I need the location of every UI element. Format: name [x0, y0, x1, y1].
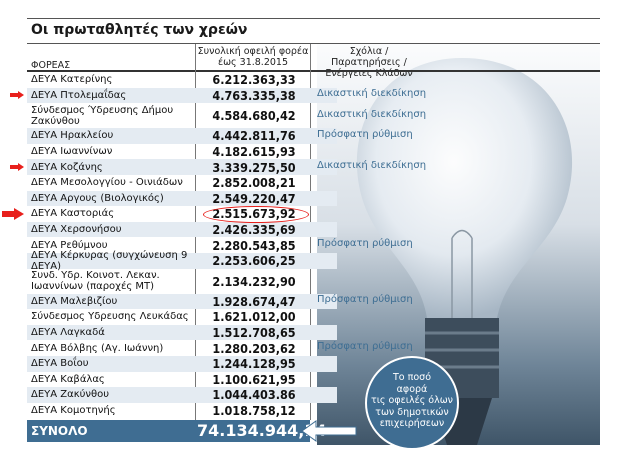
debt-amount: 1.244.128,95 [212, 356, 296, 372]
entity-name: ΔΕΥΑ Αργους (Βιολογικός) [31, 192, 164, 204]
red-arrow-icon [10, 163, 24, 172]
table-row: ΔΕΥΑ Ρεθύμνου 2.280.543,85 [27, 237, 337, 253]
comment-text: Πρόσφατη ρύθμιση [317, 294, 413, 306]
comment-text: Πρόσφατη ρύθμιση [317, 129, 413, 140]
debt-infographic: Οι πρωταθλητές των χρεών ΦΟΡΕΑΣ Συνολική… [2, 18, 600, 450]
entity-name: ΔΕΥΑ Βοΐου [31, 358, 89, 370]
table-row: ΔΕΥΑ Χερσονήσου 2.426.335,69 [27, 221, 337, 238]
debt-amount: 6.212.363,33 [212, 72, 296, 88]
entity-name: Συνδ. Υδρ. Κοινοτ. Λεκαν. Ιωαννίνων (παρ… [31, 270, 160, 293]
debt-amount: 1.621.012,00 [212, 309, 296, 325]
entity-name: ΔΕΥΑ Καβάλας [31, 373, 105, 385]
header-amount: Συνολική οφειλή φορέα έως 31.8.2015 [195, 46, 311, 68]
comment-text: Δικαστική διεκδίκηση [317, 160, 427, 172]
bubble-line: Το ποσό [393, 372, 431, 383]
debt-amount: 2.852.008,21 [212, 175, 296, 191]
debt-amount: 1.512.708,65 [212, 325, 296, 341]
entity-name: ΔΕΥΑ Ιωαννίνων [31, 146, 113, 158]
header-comments: Σχόλια / Παρατηρήσεις / Ενέργειες Κλάδων [314, 46, 424, 79]
table-row: ΔΕΥΑ Ηρακλείου 4.442.811,76 [27, 128, 337, 144]
debt-table: ΔΕΥΑ Κατερίνης 6.212.363,33 ΔΕΥΑ Πτολεμαΐδ… [27, 72, 337, 418]
table-row: ΔΕΥΑ Ζακύνθου 1.044.403.86 [27, 387, 337, 403]
table-row: ΔΕΥΑ Ιωαννίνων 4.182.615,93 [27, 144, 337, 160]
comment-text: Δικαστική διεκδίκηση [317, 108, 427, 120]
debt-amount: 4.442.811,76 [212, 128, 296, 144]
debt-amount: 4.763.335,38 [212, 87, 296, 103]
header-comments-line2: Ενέργειες Κλάδων [325, 68, 413, 79]
bubble-line: τις οφειλές όλων [370, 395, 453, 406]
debt-amount: 1.044.403.86 [212, 387, 296, 403]
title-rule [27, 43, 600, 44]
entity-name: ΔΕΥΑ Χερσονήσου [31, 224, 122, 236]
debt-amount: 1.280.203,62 [212, 340, 296, 356]
debt-amount: 3.339.275,50 [212, 159, 296, 175]
entity-name: ΔΕΥΑ Λαγκαδά [31, 327, 105, 339]
entity-name: ΔΕΥΑ Βόλβης (Αγ. Ιωάννη) [31, 342, 164, 354]
header-amount-line1: Συνολική οφειλή φορέα [197, 46, 309, 57]
total-label: ΣΥΝΟΛΟ [31, 424, 88, 438]
table-row: ΔΕΥΑ Πτολεμαΐδας 4.763.335,38 [27, 87, 337, 104]
debt-amount: 1.018.758,12 [212, 402, 296, 418]
table-row: ΔΕΥΑ Αργους (Βιολογικός) 2.549.220,47 [27, 190, 337, 207]
header-amount-line2: έως 31.8.2015 [217, 57, 289, 68]
info-bubble: Το ποσό αφορά τις οφειλές όλων των δημοτικώ… [365, 356, 459, 450]
table-row: Σύνδεσμος Ύδρευσης Δήμου Ζακύνθου 4.584.6… [27, 103, 337, 128]
entity-name: ΔΕΥΑ Μαλεβιζίου [31, 295, 118, 307]
top-rule [27, 18, 600, 19]
total-row: ΣΥΝΟΛΟ 74.134.944,14 [27, 420, 327, 442]
debt-amount: 2.134.232,90 [212, 273, 296, 289]
entity-name: ΔΕΥΑ Ηρακλείου [31, 130, 114, 142]
red-arrow-icon [10, 91, 24, 100]
table-row: ΔΕΥΑ Βοΐου 1.244.128,95 [27, 355, 337, 372]
debt-amount: 4.584.680,42 [212, 108, 296, 124]
bubble-line: των δημοτικών [375, 406, 449, 418]
comment-text: Πρόσφατη ρύθμιση [317, 341, 413, 353]
table-row: ΔΕΥΑ Κοζάνης 3.339.275,50 [27, 159, 337, 175]
table-row: ΔΕΥΑ Λαγκαδά 1.512.708,65 [27, 324, 337, 341]
table-row: Συνδ. Υδρ. Κοινοτ. Λεκαν. Ιωαννίνων (παρ… [27, 269, 337, 294]
bubble-line: επιχειρήσεων [379, 418, 445, 429]
arrow-left-icon [301, 420, 357, 442]
debt-amount: 1.928.674,47 [212, 293, 296, 309]
debt-amount: 4.182.615,93 [212, 144, 296, 160]
debt-amount: 1.100.621,95 [212, 371, 296, 387]
entity-name: ΔΕΥΑ Κοζάνης [31, 161, 103, 173]
debt-amount: 2.549.220,47 [212, 190, 296, 206]
table-row: ΔΕΥΑ Κομοτηνής 1.018.758,12 [27, 403, 337, 419]
entity-name: ΔΕΥΑ Ζακύνθου [31, 389, 110, 401]
comment-text: Δικαστική διεκδίκηση [317, 88, 427, 100]
total-amount: 74.134.944,14 [197, 421, 327, 440]
page-title: Οι πρωταθλητές των χρεών [31, 22, 248, 38]
debt-amount: 2.426.335,69 [212, 222, 296, 238]
table-row: ΔΕΥΑ Μεσολογγίου - Οινιάδων 2.852.008,21 [27, 175, 337, 191]
header-comments-line1: Σχόλια / Παρατηρήσεις / [331, 46, 407, 68]
entity-name: ΔΕΥΑ Πτολεμαΐδας [31, 89, 127, 101]
entity-name: ΔΕΥΑ Κέρκυρας (συγχώνευση 9 ΔΕΥΑ) [31, 249, 188, 272]
table-row: ΔΕΥΑ Καβάλας 1.100.621,95 [27, 372, 337, 388]
entity-name: ΔΕΥΑ Κομοτηνής [31, 404, 116, 416]
comment-text: Πρόσφατη ρύθμιση [317, 238, 413, 250]
table-row: Σύνδεσμος Υδρευσης Λευκάδας 1.621.012,00 [27, 309, 337, 325]
table-row: ΔΕΥΑ Κέρκυρας (συγχώνευση 9 ΔΕΥΑ) 2.253.6… [27, 249, 337, 272]
entity-name: ΔΕΥΑ Κατερίνης [31, 74, 113, 86]
header-entity: ΦΟΡΕΑΣ [31, 60, 71, 71]
red-arrow-icon [2, 208, 24, 220]
entity-name: ΔΕΥΑ Μεσολογγίου - Οινιάδων [31, 177, 183, 189]
debt-amount: 2.280.543,85 [212, 237, 296, 253]
entity-name: ΔΕΥΑ Καστοριάς [31, 208, 115, 220]
table-row: ΔΕΥΑ Κατερίνης 6.212.363,33 [27, 72, 337, 88]
entity-name: ΔΕΥΑ Ρεθύμνου [31, 239, 108, 251]
entity-name: Σύνδεσμος Ύδρευσης Δήμου Ζακύνθου [31, 104, 174, 127]
table-row: ΔΕΥΑ Βόλβης (Αγ. Ιωάννη) 1.280.203,62 [27, 340, 337, 356]
debt-amount: 2.253.606,25 [212, 253, 296, 269]
highlight-circle [203, 206, 309, 224]
table-row: ΔΕΥΑ Μαλεβιζίου 1.928.674,47 [27, 293, 337, 310]
header-rule [27, 70, 600, 72]
bubble-line: αφορά [396, 383, 428, 395]
entity-name: Σύνδεσμος Υδρευσης Λευκάδας [31, 311, 189, 323]
